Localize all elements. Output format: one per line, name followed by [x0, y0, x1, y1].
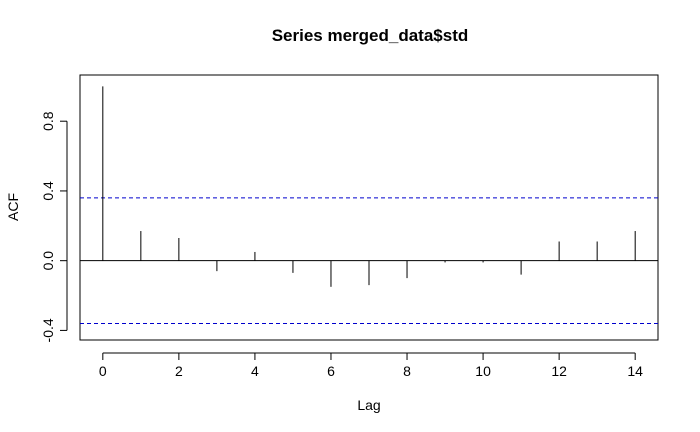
- x-tick-label: 2: [175, 363, 183, 379]
- y-tick-label: 0.0: [40, 251, 56, 271]
- x-tick-label: 12: [551, 363, 567, 379]
- chart-title: Series merged_data$std: [272, 26, 469, 45]
- plot-frame: [79, 74, 659, 341]
- x-axis: 0 2 4 6 8 10 12 14: [99, 352, 643, 379]
- x-tick-label: 14: [627, 363, 643, 379]
- x-tick-label: 6: [327, 363, 335, 379]
- x-axis-label: Lag: [357, 397, 380, 413]
- y-axis: -0.4 0.0 0.4 0.8: [40, 111, 68, 342]
- x-tick-label: 4: [251, 363, 259, 379]
- acf-marks: [80, 86, 658, 324]
- x-tick-label: 0: [99, 363, 107, 379]
- y-axis-label: ACF: [5, 193, 21, 221]
- x-tick-label: 10: [475, 363, 491, 379]
- x-tick-label: 8: [403, 363, 411, 379]
- y-tick-label: 0.4: [40, 181, 56, 201]
- y-tick-label: -0.4: [40, 318, 56, 342]
- y-tick-label: 0.8: [40, 111, 56, 131]
